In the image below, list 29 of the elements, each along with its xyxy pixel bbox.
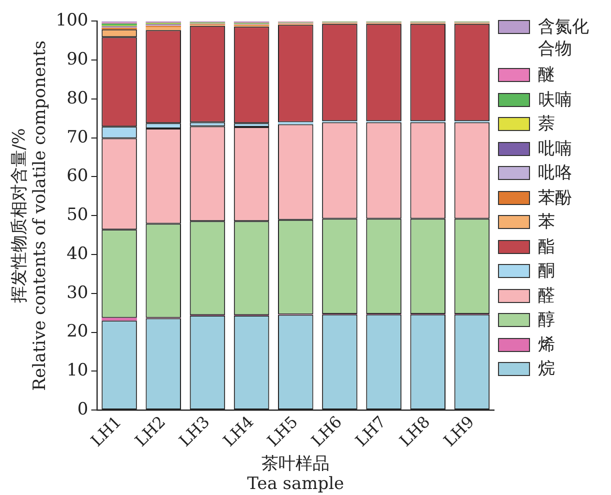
legend-label: 萘: [538, 113, 556, 135]
legend-label: 烷: [538, 358, 556, 380]
legend-label: 苯: [538, 211, 556, 233]
legend-label: 含氮化合物: [538, 16, 590, 60]
legend-label: 呋喃: [538, 88, 573, 110]
legend-label: 醇: [538, 309, 556, 331]
legend-label: 烯: [538, 334, 556, 356]
legend-label: 醛: [538, 284, 556, 306]
y-tick-label: 40: [66, 244, 88, 264]
bar: [146, 27, 182, 30]
y-tick-label: 90: [66, 50, 88, 70]
bar: [102, 318, 137, 321]
legend-label: 吡喃: [538, 138, 573, 160]
y-tick-label: 80: [66, 88, 88, 108]
y-tick-label: 0: [77, 399, 88, 420]
x-axis-title: 茶叶样品 Tea sample: [247, 454, 344, 494]
y-tick-label: 60: [66, 166, 88, 186]
legend-label: 醚: [538, 64, 556, 86]
legend-label: 酯: [538, 236, 556, 258]
legend-label: 苯酚: [538, 186, 573, 208]
y-tick-label: 100: [56, 10, 88, 31]
legend-label: 吡咯: [538, 162, 573, 184]
y-tick-label: 70: [66, 127, 88, 148]
y-tick-label: 20: [66, 322, 88, 342]
y-tick-label: 10: [66, 360, 88, 381]
legend-label: 酮: [538, 260, 556, 282]
y-tick-label: 30: [66, 282, 88, 303]
y-tick-label: 50: [66, 205, 88, 226]
y-axis-title: 挥发性物质相对含量/% Relative contents of volatile components: [10, 40, 50, 391]
